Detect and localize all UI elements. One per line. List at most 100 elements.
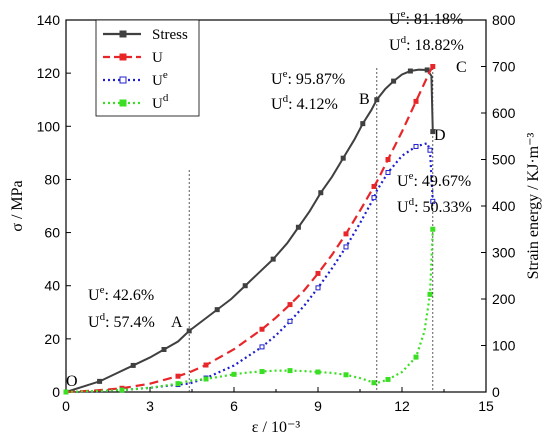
legend-label-u: U <box>152 50 163 66</box>
point-label-o: O <box>66 373 78 390</box>
data-point-stress <box>318 190 324 196</box>
data-point-ue <box>315 285 321 291</box>
y-left-tick-label: 40 <box>44 278 60 294</box>
y-left-tick-label: 100 <box>37 118 61 134</box>
vertical-guides <box>188 68 434 392</box>
energy-ratio-c_ue: Ue: 81.18% <box>389 8 463 28</box>
data-point-stress <box>97 378 103 384</box>
data-point-u <box>371 183 377 189</box>
data-point-ud <box>203 376 209 382</box>
data-point-ud <box>371 380 377 386</box>
data-point-ue <box>430 198 436 204</box>
y-right-tick-label: 100 <box>492 338 516 354</box>
y-left-tick-label: 20 <box>44 331 60 347</box>
y-right-tick-label: 700 <box>492 59 516 75</box>
series-line-u <box>65 65 434 394</box>
data-point-stress <box>186 328 192 334</box>
data-point-ue <box>371 195 377 201</box>
data-point-u <box>287 302 293 308</box>
legend-label-ud: Ud <box>152 92 169 112</box>
y-left-tick-label: 80 <box>44 171 60 187</box>
data-point-ud <box>175 381 181 387</box>
y-left-tick-label: 120 <box>37 65 61 81</box>
axes-group: 0 3 6 9 12 1502040608010012014001002003004005… <box>9 12 542 436</box>
series-line-stress <box>65 68 434 393</box>
data-point-ue <box>427 147 433 153</box>
data-point-stress <box>242 283 248 289</box>
legend-marker-u <box>119 53 127 61</box>
legend-marker-ud <box>119 99 127 107</box>
legend-marker-ue <box>119 76 127 84</box>
energy-ratio-b_ud: Ud: 4.12% <box>271 93 338 113</box>
data-point-stress <box>161 346 167 352</box>
data-point-u <box>259 326 265 332</box>
data-point-u <box>203 362 209 368</box>
energy-ratio-d_ud: Ud: 50.33% <box>397 196 472 216</box>
energy-ratio-b_ue: Ue: 95.87% <box>271 68 345 88</box>
point-label-b: B <box>359 91 370 108</box>
data-point-ud <box>119 387 125 393</box>
data-point-stress <box>295 224 301 230</box>
data-point-ue <box>259 344 265 350</box>
data-point-u <box>385 157 391 162</box>
y-right-tick-label: 0 <box>492 384 500 400</box>
data-point-stress <box>424 67 430 73</box>
data-point-u <box>175 373 181 379</box>
y-left-tick-label: 60 <box>44 225 60 241</box>
data-point-u <box>343 231 349 237</box>
data-point-ud <box>413 354 419 360</box>
x-tick-label: 9 <box>314 398 322 414</box>
data-point-u <box>413 98 419 104</box>
data-point-stress <box>130 362 136 368</box>
series-line-ue <box>65 141 434 394</box>
x-axis-title: ε / 10⁻³ <box>252 419 301 436</box>
y-left-tick-label: 0 <box>52 384 60 400</box>
data-point-ue <box>343 244 349 250</box>
data-point-stress <box>340 155 346 161</box>
data-point-ud <box>343 372 349 378</box>
y-left-tick-label: 140 <box>37 12 61 28</box>
y-left-axis-title: σ / MPa <box>9 180 26 231</box>
annotations: O A B C D Ue: 42.6% Ud: 57.4% Ue: 95.87% Ud: 4.1… <box>66 8 472 390</box>
data-point-ud <box>63 389 69 395</box>
data-point-stress <box>430 129 436 135</box>
energy-ratio-a_ue: Ue: 42.6% <box>88 284 154 304</box>
data-point-ue <box>413 143 419 149</box>
data-point-ud <box>287 368 293 374</box>
x-tick-label: 6 <box>230 398 238 414</box>
legend-label-stress: Stress <box>152 27 188 43</box>
legend-box <box>95 19 200 117</box>
data-point-ud <box>385 376 391 382</box>
energy-ratio-a_ud: Ud: 57.4% <box>88 311 155 331</box>
data-point-ue <box>385 170 391 176</box>
data-point-stress <box>214 307 220 313</box>
point-label-a: A <box>171 314 183 331</box>
x-tick-label: 3 <box>146 398 154 414</box>
data-point-ue <box>287 318 293 324</box>
data-point-stress <box>360 121 366 127</box>
legend-label-ue: Ue <box>152 69 168 89</box>
data-point-u <box>430 64 436 69</box>
legend: Stress U Ue Ud <box>95 19 200 117</box>
data-point-stress <box>407 68 413 74</box>
y-right-tick-label: 400 <box>492 198 516 214</box>
x-tick-label: 0 <box>62 398 70 414</box>
point-label-d: D <box>434 127 446 144</box>
data-point-ud <box>315 369 321 375</box>
energy-ratio-c_ud: Ud: 18.82% <box>389 34 464 54</box>
data-point-ud <box>430 226 436 232</box>
data-point-stress <box>391 78 397 84</box>
y-right-tick-label: 500 <box>492 152 516 168</box>
energy-ratio-d_ue: Ue: 49.67% <box>397 170 471 190</box>
x-tick-label: 15 <box>478 398 494 414</box>
series-layer <box>63 64 436 395</box>
y-right-tick-label: 200 <box>492 291 516 307</box>
series-line-ud <box>65 229 434 394</box>
data-point-ud <box>259 369 265 375</box>
x-tick-label: 12 <box>394 398 410 414</box>
data-point-stress <box>270 256 276 262</box>
data-point-stress <box>374 97 380 103</box>
data-point-ud <box>427 291 433 297</box>
y-right-axis-title: Strain energy / KJ·m⁻³ <box>525 132 542 279</box>
